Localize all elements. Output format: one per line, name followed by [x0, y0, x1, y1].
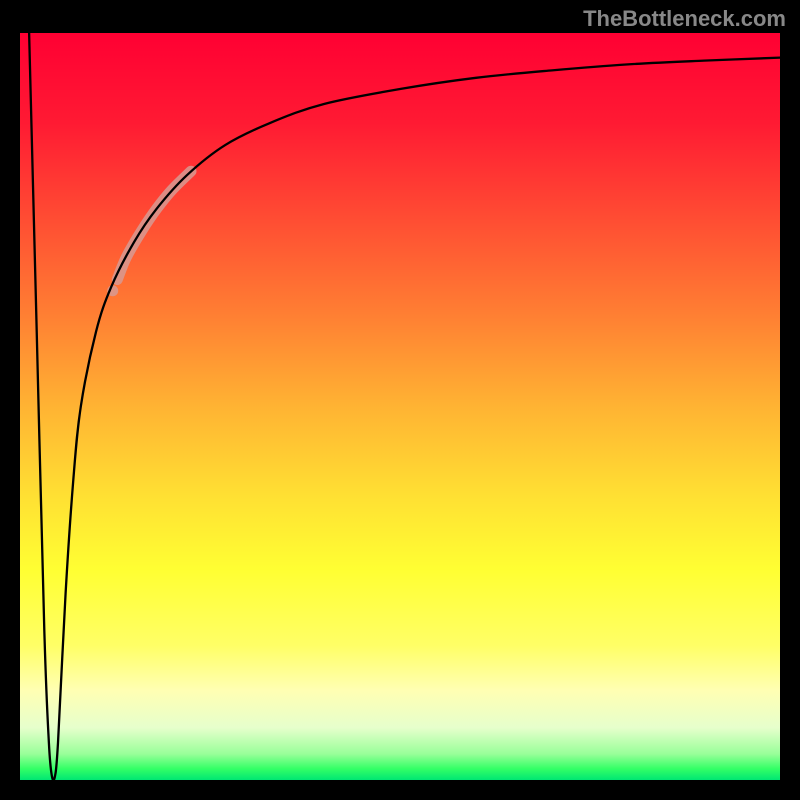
main-curve — [29, 33, 780, 780]
highlight-segment — [117, 171, 191, 279]
watermark: TheBottleneck.com — [583, 6, 786, 32]
curve-layer — [0, 0, 800, 800]
chart-container: TheBottleneck.com — [0, 0, 800, 800]
